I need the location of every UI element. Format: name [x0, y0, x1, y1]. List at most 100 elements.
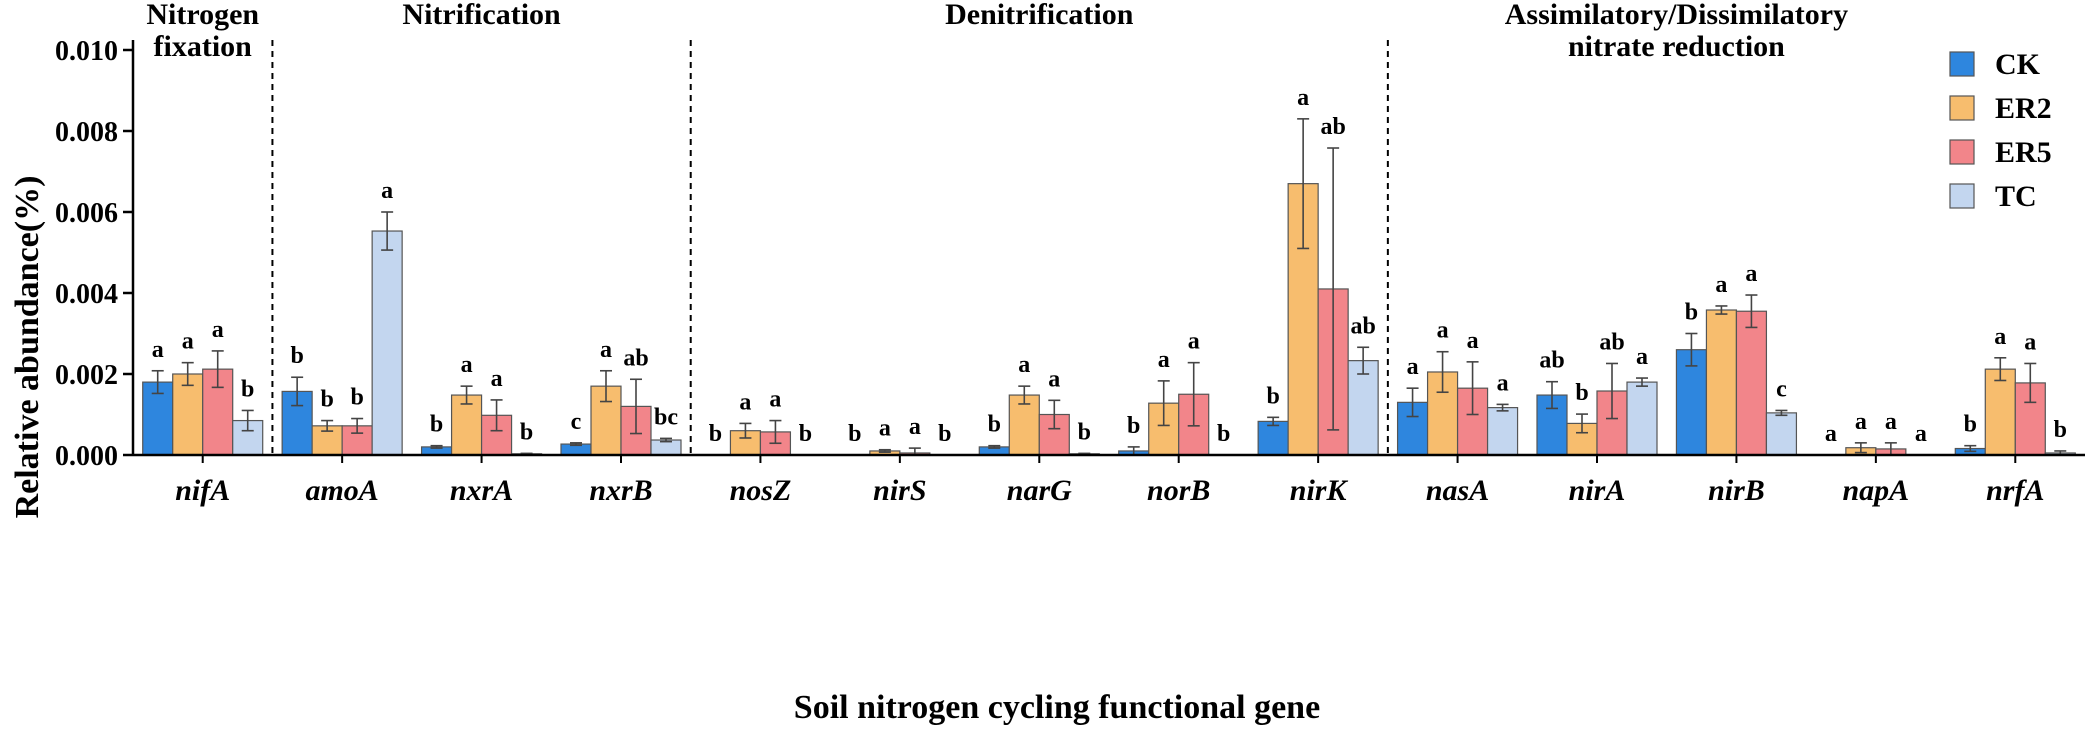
sig-label-nosZ-ER2: a: [739, 389, 751, 415]
sig-label-napA-CK: a: [1825, 421, 1837, 447]
sig-label-nirA-ER2: b: [1575, 380, 1588, 406]
sig-label-nirS-TC: b: [938, 421, 951, 447]
bar-nasA-TC: [1486, 407, 1519, 456]
legend: CK ER2 ER5 TC: [1949, 48, 2052, 213]
sig-label-amoA-ER5: b: [350, 385, 363, 411]
section-title-0: Nitrogen: [146, 0, 259, 31]
sig-label-nosZ-CK: b: [709, 421, 722, 447]
sig-label-nasA-ER2: a: [1437, 318, 1449, 344]
section-title-0: fixation: [154, 30, 253, 63]
legend-label-ER5: ER5: [1995, 136, 2052, 169]
x-tick-label-nxrB: nxrB: [589, 474, 652, 507]
sig-label-narG-TC: b: [1078, 419, 1091, 445]
x-axis-title: Soil nitrogen cycling functional gene: [794, 689, 1320, 726]
legend-swatch-TC: [1949, 183, 1975, 209]
sig-label-nxrA-ER5: a: [491, 366, 503, 392]
sig-label-nasA-ER5: a: [1467, 328, 1479, 354]
sig-label-nrfA-ER5: a: [2024, 329, 2036, 355]
sig-label-nasA-TC: a: [1497, 370, 1509, 396]
legend-swatch-CK: [1949, 51, 1975, 77]
sig-label-narG-ER5: a: [1048, 366, 1060, 392]
bar-nirB-ER5: [1735, 310, 1768, 456]
legend-swatch-ER2: [1949, 95, 1975, 121]
sig-label-nirA-CK: ab: [1539, 348, 1564, 374]
x-tick-label-nrfA: nrfA: [1986, 474, 2044, 507]
x-tick-label-napA: napA: [1843, 474, 1910, 507]
bar-nrfA-ER2: [1984, 368, 2016, 456]
y-tick-label-0.002: 0.002: [55, 360, 118, 391]
sig-label-nrfA-CK: b: [1964, 412, 1977, 438]
legend-swatch-ER5: [1949, 139, 1975, 165]
sig-label-nirK-ER5: ab: [1320, 114, 1345, 140]
x-tick-label-narG: narG: [1007, 474, 1072, 507]
sig-label-nifA-TC: b: [241, 376, 254, 402]
sig-label-nirK-CK: b: [1266, 383, 1279, 409]
x-tick-label-nasA: nasA: [1426, 474, 1489, 507]
section-title-1: Nitrification: [402, 0, 561, 31]
sig-label-norB-TC: b: [1217, 421, 1230, 447]
sig-label-nifA-ER5: a: [212, 317, 224, 343]
sig-label-nrfA-ER2: a: [1994, 324, 2006, 350]
sig-label-nifA-ER2: a: [182, 329, 194, 355]
bar-amoA-TC: [371, 230, 403, 456]
bar-nirK-CK: [1257, 420, 1289, 456]
x-tick-label-nirB: nirB: [1708, 474, 1765, 507]
sig-label-norB-ER2: a: [1158, 347, 1170, 373]
bar-nirB-TC: [1765, 412, 1798, 456]
x-tick-label-nosZ: nosZ: [730, 474, 792, 507]
sig-label-norB-ER5: a: [1188, 329, 1200, 355]
x-tick-label-nirS: nirS: [873, 474, 926, 507]
sig-label-nxrA-CK: b: [430, 412, 443, 438]
sig-label-norB-CK: b: [1127, 413, 1140, 439]
bar-nirK-TC: [1347, 360, 1379, 456]
sig-label-nxrB-CK: c: [571, 409, 582, 435]
sig-label-narG-ER2: a: [1018, 352, 1030, 378]
sig-label-nosZ-TC: b: [799, 421, 812, 447]
sig-label-nirA-ER5: ab: [1599, 329, 1624, 355]
x-tick-label-nirK: nirK: [1290, 474, 1349, 507]
axes: nifA amoA nxrA nxrB nosZ nirS narG norB nirK nasA…: [55, 36, 2085, 507]
sig-label-nirS-ER5: a: [909, 414, 921, 440]
sig-label-napA-TC: a: [1915, 421, 1927, 447]
sig-label-nasA-CK: a: [1407, 354, 1419, 380]
y-tick-label-0.008: 0.008: [55, 117, 118, 148]
sig-label-nxrB-ER5: ab: [623, 345, 648, 371]
sig-label-nifA-CK: a: [152, 337, 164, 363]
y-axis-title: Relative abundance(%): [9, 176, 46, 519]
bar-nirA-TC: [1626, 381, 1658, 456]
legend-label-ER2: ER2: [1995, 92, 2052, 125]
x-tick-label-nifA: nifA: [175, 474, 230, 507]
sig-label-nirB-ER5: a: [1745, 261, 1757, 287]
y-tick-label-0.010: 0.010: [55, 36, 118, 67]
sig-label-amoA-TC: a: [381, 178, 393, 204]
sig-label-napA-ER2: a: [1855, 409, 1867, 435]
bar-nirB-CK: [1675, 349, 1708, 456]
sig-label-amoA-ER2: b: [320, 387, 333, 413]
sig-label-nirB-CK: b: [1685, 300, 1698, 326]
y-tick-label-0.004: 0.004: [55, 279, 118, 310]
sig-label-nirK-ER2: a: [1297, 85, 1309, 111]
y-tick-label-0.006: 0.006: [55, 198, 118, 229]
sig-label-nirB-TC: c: [1776, 376, 1787, 402]
section-title-2: Denitrification: [945, 0, 1134, 31]
sig-label-nirK-TC: ab: [1350, 313, 1375, 339]
legend-label-TC: TC: [1995, 180, 2037, 213]
sig-label-nxrA-ER2: a: [461, 352, 473, 378]
bar-nifA-ER2: [172, 373, 204, 456]
y-tick-label-0.000: 0.000: [55, 441, 118, 472]
sig-label-nirB-ER2: a: [1715, 272, 1727, 298]
legend-label-CK: CK: [1995, 48, 2041, 81]
x-tick-label-nxrA: nxrA: [450, 474, 513, 507]
section-title-3: Assimilatory/Dissimilatory: [1505, 0, 1848, 31]
x-tick-label-amoA: amoA: [305, 474, 378, 507]
sig-label-amoA-CK: b: [290, 343, 303, 369]
x-tick-label-nirA: nirA: [1569, 474, 1626, 507]
sig-label-nxrB-ER2: a: [600, 337, 612, 363]
sig-label-napA-ER5: a: [1885, 409, 1897, 435]
x-tick-label-norB: norB: [1147, 474, 1210, 507]
sig-label-nosZ-ER5: a: [769, 387, 781, 413]
sig-label-narG-CK: b: [988, 412, 1001, 438]
